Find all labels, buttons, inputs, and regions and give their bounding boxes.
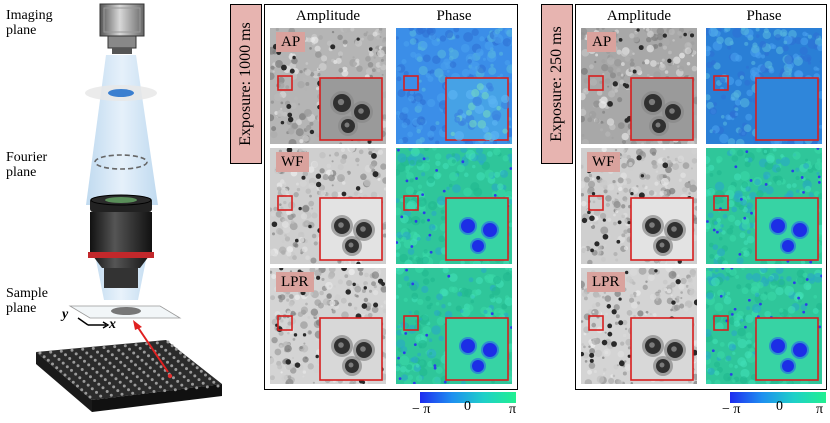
row-label-wf: WF <box>276 152 309 172</box>
row-label-ap: AP <box>587 32 617 52</box>
colorbar-mid-label: 0 <box>776 399 783 414</box>
camera-icon <box>99 3 145 54</box>
sample-plane-label: Sample plane <box>6 286 48 316</box>
led-array-icon <box>36 340 222 412</box>
colorbar-min-label: − π <box>412 402 431 417</box>
exposure-label-1000: Exposure: 1000 ms <box>230 4 262 164</box>
row-label-ap: AP <box>276 32 306 52</box>
panel-250ms <box>575 4 827 390</box>
image-lpr-phase <box>396 268 512 384</box>
amplitude-header: Amplitude <box>295 8 361 24</box>
phase-colorbar <box>730 392 826 403</box>
colorbar-max-label: π <box>816 402 824 417</box>
colorbar-min-label: − π <box>722 402 741 417</box>
phase-header: Phase <box>746 8 782 24</box>
image-wf-phase <box>706 148 822 264</box>
exposure-label-250: Exposure: 250 ms <box>541 4 573 164</box>
phase-colorbar <box>420 392 516 403</box>
image-lpr-phase <box>706 268 822 384</box>
panel-1000ms <box>264 4 518 390</box>
axis-y-label: y <box>62 307 69 322</box>
image-ap-amplitude: AP <box>581 28 697 144</box>
row-label-wf: WF <box>587 152 620 172</box>
row-label-lpr: LPR <box>587 272 625 292</box>
image-ap-phase <box>706 28 822 144</box>
image-lpr-amplitude: LPR <box>270 268 386 384</box>
setup-schematic <box>0 0 250 418</box>
imaging-plane-label: Imaging plane <box>6 8 53 38</box>
image-wf-phase <box>396 148 512 264</box>
image-ap-amplitude: AP <box>270 28 386 144</box>
phase-header: Phase <box>436 8 472 24</box>
row-label-lpr: LPR <box>276 272 314 292</box>
objective-lens-icon <box>88 194 154 288</box>
image-lpr-amplitude: LPR <box>581 268 697 384</box>
exposure-text: Exposure: 1000 ms <box>237 22 254 146</box>
axis-x-label: x <box>109 317 116 332</box>
image-ap-phase <box>396 28 512 144</box>
fourier-plane-label: Fourier plane <box>6 150 48 180</box>
amplitude-header: Amplitude <box>606 8 672 24</box>
colorbar-max-label: π <box>509 402 517 417</box>
image-wf-amplitude: WF <box>581 148 697 264</box>
exposure-text: Exposure: 250 ms <box>548 26 565 142</box>
image-wf-amplitude: WF <box>270 148 386 264</box>
colorbar-mid-label: 0 <box>464 399 471 414</box>
